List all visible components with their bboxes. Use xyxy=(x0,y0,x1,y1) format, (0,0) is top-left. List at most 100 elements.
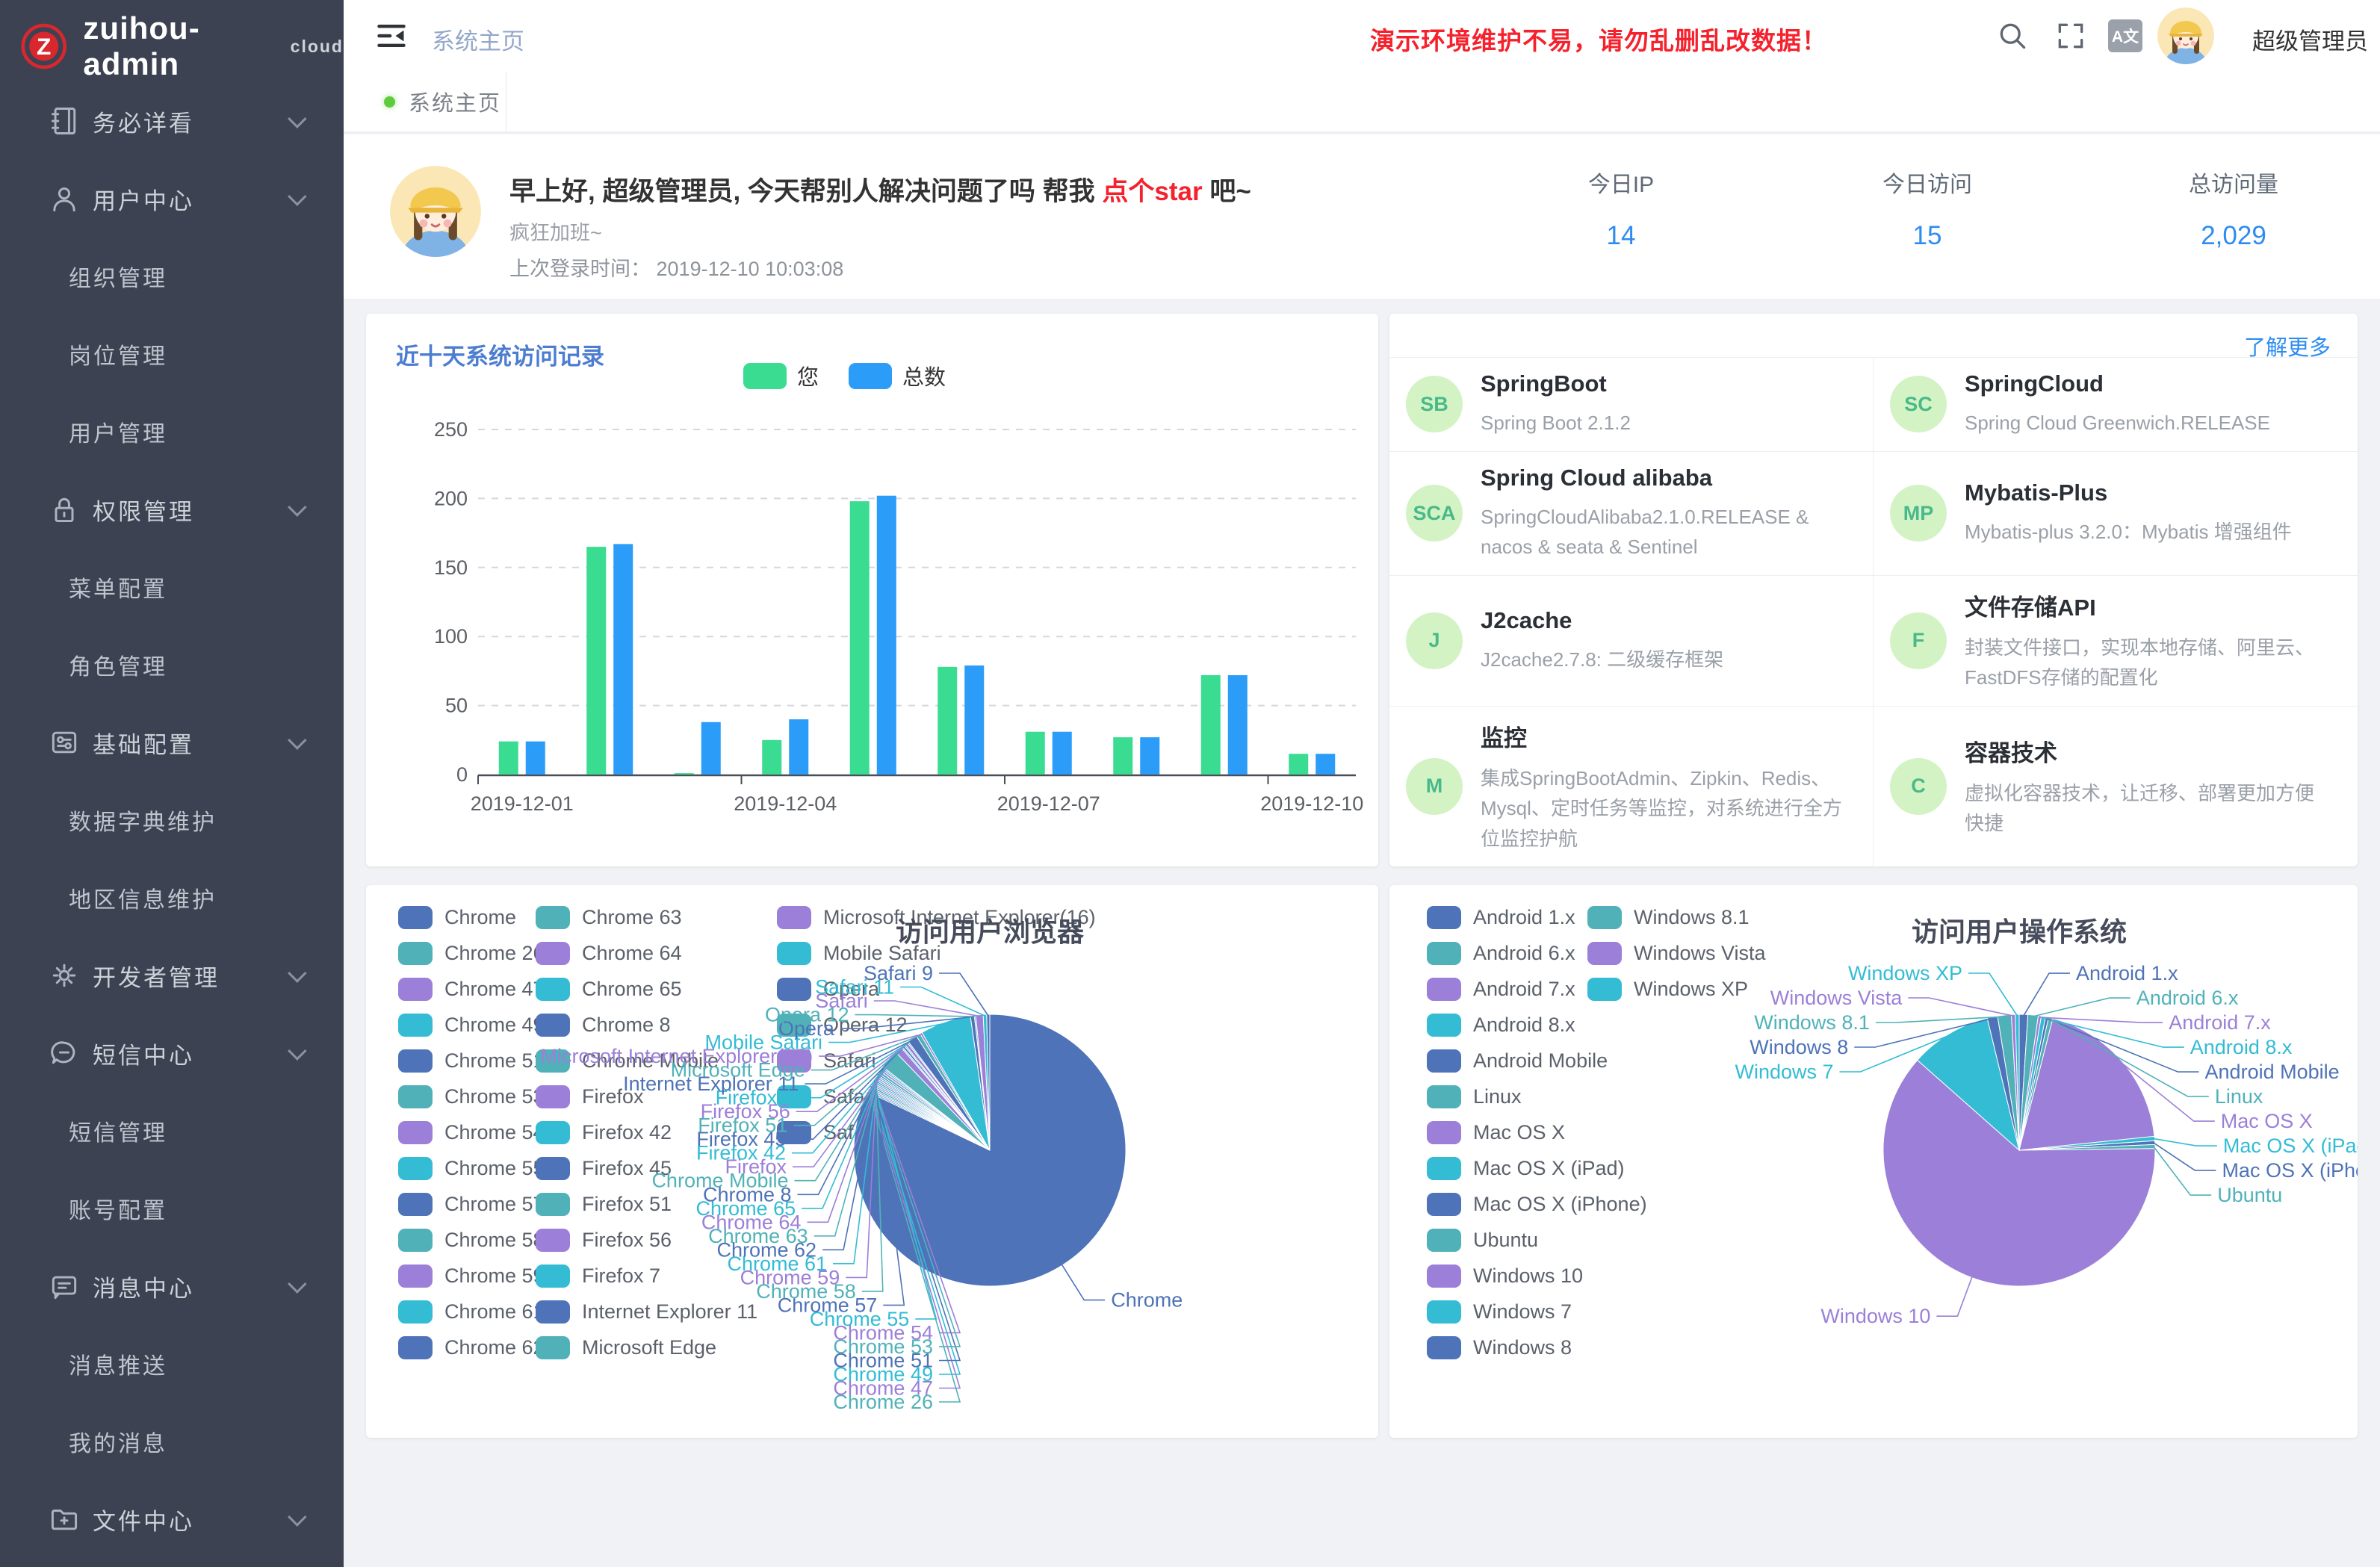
sidebar-item-数据字典维护[interactable]: 数据字典维护 xyxy=(0,781,344,859)
y-axis-label: 250 xyxy=(434,418,468,441)
search-icon[interactable] xyxy=(1996,19,2029,52)
stat-总访问量: 总访问量2,029 xyxy=(2136,166,2331,251)
bar-总数-2019-12-01 xyxy=(526,742,545,775)
sidebar-item-账号配置[interactable]: 账号配置 xyxy=(0,1170,344,1247)
menu-fold-icon[interactable] xyxy=(375,19,408,52)
tech-card-title: 文件存储API xyxy=(1965,589,2331,622)
sidebar-item-组织管理[interactable]: 组织管理 xyxy=(0,238,344,315)
breadcrumb[interactable]: 系统主页 xyxy=(432,22,524,56)
os-pie-panel: 访问用户操作系统 Android 1.xAndroid 6.xAndroid 7… xyxy=(1389,885,2358,1438)
greeting-strip: 早上好, 超级管理员, 今天帮别人解决问题了吗 帮我 点个star 吧~ 疯狂加… xyxy=(344,134,2380,299)
logo-letter: Z xyxy=(37,33,51,60)
sidebar-item-权限管理[interactable]: 权限管理 xyxy=(0,471,344,548)
pie-label-Windows Vista: Windows Vista xyxy=(1770,987,1903,1009)
pie-label-line xyxy=(2153,1138,2217,1146)
tech-card-J2cache: JJ2cacheJ2cache2.7.8: 二级缓存框架 xyxy=(1389,575,1874,706)
current-user-name[interactable]: 超级管理员 xyxy=(2252,22,2368,56)
sidebar-item-label: 文件中心 xyxy=(93,1503,194,1536)
bar-您-2019-12-01 xyxy=(499,742,518,775)
sidebar-item-文件中心[interactable]: 文件中心 xyxy=(0,1480,344,1558)
bar-您-2019-12-02 xyxy=(586,547,606,775)
sidebar-item-label: 短信管理 xyxy=(69,1114,167,1147)
tech-badge: SC xyxy=(1890,376,1947,432)
pie-label-line xyxy=(874,1001,979,1017)
folder-icon xyxy=(48,1503,81,1536)
sidebar-item-基础配置[interactable]: 基础配置 xyxy=(0,704,344,781)
legend-label[interactable]: 您 xyxy=(797,360,819,391)
gear-icon xyxy=(48,959,81,992)
pie-label-Mac OS X (iPhone): Mac OS X (iPhone) xyxy=(2222,1159,2358,1182)
sidebar-item-label: 岗位管理 xyxy=(69,338,167,370)
stat-value: 2,029 xyxy=(2136,221,2331,251)
tech-card-监控: M监控集成SpringBootAdmin、Zipkin、Redis、Mysql、… xyxy=(1389,706,1874,866)
star-link[interactable]: 点个star xyxy=(1102,177,1202,206)
sidebar-item-菜单配置[interactable]: 菜单配置 xyxy=(0,548,344,626)
sidebar-item-label: 地区信息维护 xyxy=(69,881,217,914)
sliders-icon xyxy=(48,726,81,759)
tech-card-Mybatis-Plus: MPMybatis-PlusMybatis-plus 3.2.0：Mybatis… xyxy=(1874,451,2358,575)
legend-swatch-您[interactable] xyxy=(743,363,787,389)
pie-label-line xyxy=(2154,1143,2216,1170)
tech-card-Spring Cloud alibaba: SCASpring Cloud alibabaSpringCloudAlibab… xyxy=(1389,451,1874,575)
sidebar-item-label: 权限管理 xyxy=(93,493,194,527)
sidebar-item-地区信息维护[interactable]: 地区信息维护 xyxy=(0,859,344,937)
legend-label[interactable]: 总数 xyxy=(902,360,946,391)
bar-您-2019-12-07 xyxy=(1026,732,1045,775)
sidebar-item-消息推送[interactable]: 消息推送 xyxy=(0,1325,344,1403)
pie-label-Safari 9: Safari 9 xyxy=(864,962,933,984)
sidebar-item-岗位管理[interactable]: 岗位管理 xyxy=(0,315,344,393)
tech-card-title: J2cache xyxy=(1481,607,1846,634)
pie-label-Chrome: Chrome xyxy=(1111,1289,1183,1312)
font-size-icon[interactable]: A文 xyxy=(2108,19,2142,52)
pie-label-Windows 10: Windows 10 xyxy=(1820,1305,1930,1327)
bar-总数-2019-12-07 xyxy=(1053,732,1072,775)
legend-swatch-总数[interactable] xyxy=(849,363,892,389)
chevron-down-icon xyxy=(288,964,306,982)
tech-badge: M xyxy=(1406,758,1463,815)
bar-总数-2019-12-10 xyxy=(1315,754,1335,775)
sidebar-item-消息中心[interactable]: 消息中心 xyxy=(0,1247,344,1325)
tech-card-title: Spring Cloud alibaba xyxy=(1481,465,1846,491)
stat-label: 今日访问 xyxy=(1830,166,2024,199)
learn-more-link[interactable]: 了解更多 xyxy=(2244,330,2331,362)
sidebar: Z zuihou-admin cloud 务必详看用户中心组织管理岗位管理用户管… xyxy=(0,0,344,1567)
sidebar-item-角色管理[interactable]: 角色管理 xyxy=(0,626,344,704)
tab-active-dot xyxy=(384,96,395,108)
pie-label-line xyxy=(1968,973,2017,1016)
bar-总数-2019-12-05 xyxy=(877,496,896,775)
sidebar-item-用户中心[interactable]: 用户中心 xyxy=(0,160,344,238)
stat-label: 今日IP xyxy=(1524,166,1718,199)
last-login-label: 上次登录时间： xyxy=(509,258,651,280)
tech-card-title: SpringCloud xyxy=(1965,370,2331,397)
browser-pie-chart: ChromeChrome 26Chrome 47Chrome 49Chrome … xyxy=(366,885,1378,1438)
sidebar-menu: 务必详看用户中心组织管理岗位管理用户管理权限管理菜单配置角色管理基础配置数据字典… xyxy=(0,82,344,1558)
y-axis-label: 200 xyxy=(434,487,468,509)
avatar[interactable] xyxy=(2157,7,2214,64)
sidebar-item-开发者管理[interactable]: 开发者管理 xyxy=(0,937,344,1014)
chevron-down-icon xyxy=(288,109,306,128)
browser-pie-panel: 访问用户浏览器 ChromeChrome 26Chrome 47Chrome 4… xyxy=(366,885,1378,1438)
sidebar-item-短信管理[interactable]: 短信管理 xyxy=(0,1092,344,1170)
app-logo[interactable]: Z zuihou-admin cloud xyxy=(21,10,344,82)
sidebar-item-label: 开发者管理 xyxy=(93,959,220,993)
fullscreen-icon[interactable] xyxy=(2054,19,2087,52)
pie-label-Android 8.x: Android 8.x xyxy=(2190,1036,2293,1058)
mood-text: 疯狂加班~ xyxy=(509,217,602,246)
tech-stack-panel: 了解更多 SBSpringBootSpring Boot 2.1.2SCSpri… xyxy=(1389,314,2358,866)
app-title-badge: cloud xyxy=(291,37,344,57)
tab-system-home[interactable]: 系统主页 xyxy=(344,72,506,131)
sidebar-item-短信中心[interactable]: 短信中心 xyxy=(0,1014,344,1092)
chevron-down-icon xyxy=(288,187,306,205)
pie-label-Android 1.x: Android 1.x xyxy=(2076,962,2178,984)
pie-label-Android 7.x: Android 7.x xyxy=(2169,1011,2271,1034)
demo-warning-text: 演示环境维护不易，请勿乱删乱改数据！ xyxy=(1370,21,1827,57)
pie-label-line xyxy=(939,973,988,1016)
sidebar-item-务必详看[interactable]: 务必详看 xyxy=(0,82,344,160)
sidebar-item-我的消息[interactable]: 我的消息 xyxy=(0,1403,344,1480)
sidebar-item-用户管理[interactable]: 用户管理 xyxy=(0,393,344,471)
bar-您-2019-12-03 xyxy=(675,773,694,775)
topbar: 系统主页 演示环境维护不易，请勿乱删乱改数据！ A文 超级管理员 xyxy=(344,0,2380,72)
chevron-down-icon xyxy=(288,497,306,516)
y-axis-label: 0 xyxy=(456,763,468,786)
tech-card-desc: 集成SpringBootAdmin、Zipkin、Redis、Mysql、定时任… xyxy=(1481,763,1846,854)
